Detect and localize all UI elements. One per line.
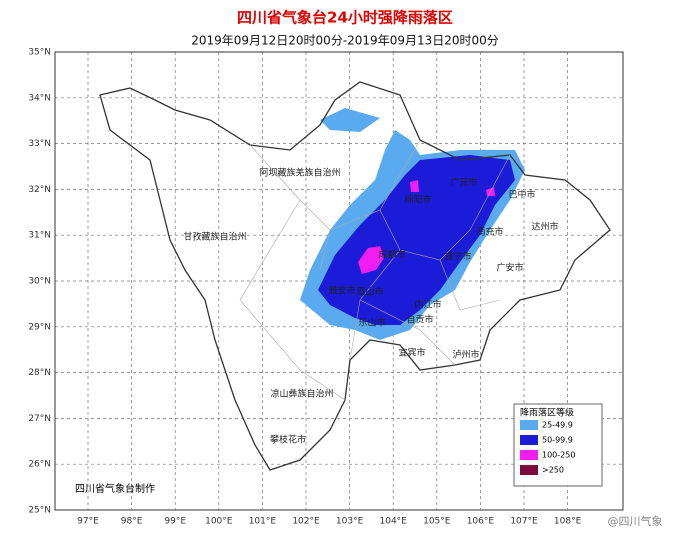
place-label: 雅安市 (328, 285, 355, 297)
place-label: 达州市 (531, 221, 558, 233)
lon-label: 103°E (336, 517, 364, 527)
place-label: 甘孜藏族自治州 (183, 231, 246, 243)
rain-areas (300, 108, 525, 340)
labels: 35°N 34°N 33°N 32°N 31°N 30°N 29°N 28°N 27°N 26°N… (28, 48, 581, 527)
legend-swatch (520, 435, 538, 445)
lat-label: 25°N (28, 506, 51, 516)
legend: 降雨落区等级 25-49.9 50-99.9 100-250 >250 (513, 403, 603, 487)
lat-label: 26°N (28, 460, 51, 470)
lon-label: 98°E (121, 517, 143, 527)
legend-swatch (520, 450, 538, 460)
place-label: 乐山市 (358, 317, 385, 329)
credit: 四川省气象台制作 (75, 482, 155, 495)
place-label: 南充市 (476, 226, 503, 238)
lat-label: 30°N (28, 277, 51, 287)
lon-label: 108°E (554, 517, 582, 527)
lat-label: 33°N (28, 139, 51, 149)
place-label: 广安市 (496, 262, 523, 274)
place-label: 巴中市 (508, 189, 535, 201)
province-outline (99, 81, 611, 471)
place-label: 绵阳市 (404, 194, 431, 206)
legend-swatch (520, 420, 538, 430)
place-label: 成都市 (378, 249, 405, 261)
place-label: 广元市 (450, 177, 477, 189)
lon-label: 105°E (423, 517, 451, 527)
lon-label: 107°E (510, 517, 538, 527)
lon-label: 100°E (205, 517, 233, 527)
lon-label: 101°E (249, 517, 277, 527)
title: 四川省气象台24小时强降雨落区 (237, 9, 453, 27)
rain-area (358, 180, 495, 274)
place-label: 泸州市 (452, 349, 479, 361)
lat-label: 28°N (28, 368, 51, 378)
lat-label: 32°N (28, 185, 51, 195)
lon-label: 99°E (164, 517, 186, 527)
legend-label: >250 (542, 466, 564, 475)
lat-label: 31°N (28, 231, 51, 241)
lat-label: 27°N (28, 414, 51, 424)
place-label: 眉山市 (356, 286, 383, 298)
place-label: 凉山彝族自治州 (270, 388, 333, 400)
subtitle: 2019年09月12日20时00分-2019年09月13日20时00分 (191, 34, 499, 48)
legend-swatch (520, 465, 538, 475)
lon-label: 102°E (292, 517, 320, 527)
lon-label: 106°E (467, 517, 495, 527)
legend-label: 25-49.9 (542, 421, 573, 430)
legend-label: 100-250 (542, 451, 575, 460)
lat-label: 34°N (28, 93, 51, 103)
place-label: 自贡市 (406, 314, 433, 326)
place-label: 宜宾市 (398, 347, 425, 359)
lat-label: 35°N (28, 48, 51, 58)
lon-label: 104°E (380, 517, 408, 527)
legend-label: 50-99.9 (542, 436, 573, 445)
lon-label: 97°E (77, 517, 99, 527)
prefecture-borders (239, 139, 511, 401)
legend-title: 降雨落区等级 (520, 407, 574, 419)
place-label: 攀枝花市 (270, 434, 306, 446)
lat-label: 29°N (28, 322, 51, 332)
watermark: @四川气象 (608, 514, 663, 528)
rain-area (318, 155, 515, 325)
map-frame (54, 51, 624, 511)
place-label: 内江市 (414, 299, 441, 311)
place-label: 遂宁市 (444, 251, 471, 263)
place-label: 阿坝藏族羌族自治州 (259, 167, 340, 179)
